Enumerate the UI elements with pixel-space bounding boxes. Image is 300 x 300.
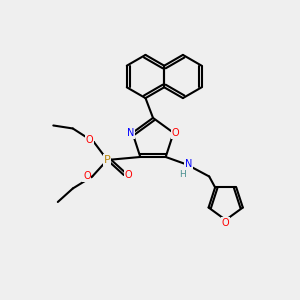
Text: O: O [83, 172, 91, 182]
Text: O: O [222, 218, 230, 228]
Text: N: N [127, 128, 135, 138]
Text: N: N [184, 160, 192, 170]
Text: H: H [179, 170, 186, 179]
Text: O: O [85, 136, 93, 146]
Text: O: O [171, 128, 179, 138]
Text: P: P [104, 155, 111, 165]
Text: O: O [124, 170, 132, 180]
